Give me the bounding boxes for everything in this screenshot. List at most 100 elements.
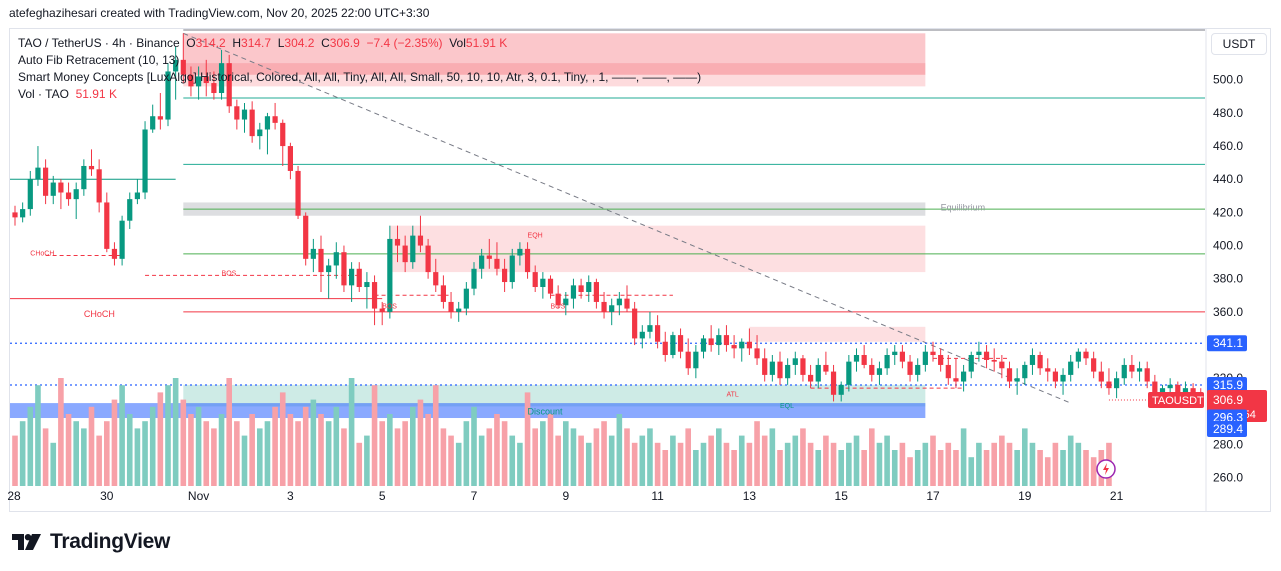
candle-body[interactable] <box>448 301 454 312</box>
candle-body[interactable] <box>188 74 194 87</box>
candle-body[interactable] <box>876 368 883 375</box>
candle-body[interactable] <box>203 76 209 84</box>
candle-body[interactable] <box>433 272 439 286</box>
symbol-title[interactable]: TAO / TetherUS · 4h · Binance <box>18 36 180 50</box>
candle-body[interactable] <box>486 255 492 259</box>
candle-body[interactable] <box>349 268 355 286</box>
candle-body[interactable] <box>547 278 554 294</box>
candle-body[interactable] <box>700 338 707 352</box>
candle-body[interactable] <box>899 351 905 362</box>
candle-body[interactable] <box>73 189 79 200</box>
candle-body[interactable] <box>884 355 890 369</box>
candle-body[interactable] <box>915 364 921 375</box>
candle-body[interactable] <box>1068 361 1074 375</box>
candle-body[interactable] <box>830 371 837 395</box>
candle-body[interactable] <box>379 308 385 312</box>
candle-body[interactable] <box>387 238 393 312</box>
candle-body[interactable] <box>616 298 622 306</box>
candle-body[interactable] <box>218 63 225 94</box>
candle-body[interactable] <box>456 308 462 312</box>
candle-body[interactable] <box>1114 378 1120 389</box>
candle-body[interactable] <box>417 235 424 246</box>
candle-body[interactable] <box>762 358 768 375</box>
candle-body[interactable] <box>708 338 714 346</box>
candle-body[interactable] <box>777 361 783 379</box>
candle-body[interactable] <box>976 351 982 356</box>
candle-body[interactable] <box>930 351 936 356</box>
candle-body[interactable] <box>440 285 446 302</box>
candle-body[interactable] <box>471 268 477 289</box>
candle-body[interactable] <box>1045 368 1051 372</box>
candle-body[interactable] <box>50 182 56 196</box>
candle-body[interactable] <box>907 361 913 375</box>
candle-body[interactable] <box>922 351 928 365</box>
candle-body[interactable] <box>1075 351 1081 362</box>
candle-body[interactable] <box>173 59 179 72</box>
candle-body[interactable] <box>861 355 867 365</box>
candle-body[interactable] <box>1144 368 1150 382</box>
indicator-smc[interactable]: Smart Money Concepts [LuxAlgo] Historica… <box>18 70 702 84</box>
candle-body[interactable] <box>563 298 569 306</box>
candle-body[interactable] <box>983 351 990 360</box>
candle-body[interactable] <box>226 63 232 107</box>
candle-body[interactable] <box>165 71 171 120</box>
candle-body[interactable] <box>869 364 875 375</box>
candle-body[interactable] <box>815 364 821 382</box>
candle-body[interactable] <box>157 116 163 120</box>
candle-body[interactable] <box>746 341 752 349</box>
candle-body[interactable] <box>20 209 26 218</box>
candle-body[interactable] <box>249 109 255 137</box>
candle-body[interactable] <box>241 109 248 120</box>
candle-body[interactable] <box>647 325 653 332</box>
candle-body[interactable] <box>723 335 730 346</box>
candle-body[interactable] <box>1037 355 1043 369</box>
candle-body[interactable] <box>134 192 140 200</box>
candle-body[interactable] <box>800 358 806 375</box>
candle-body[interactable] <box>632 308 638 339</box>
candle-body[interactable] <box>739 341 745 349</box>
indicator-fib[interactable]: Auto Fib Retracement (10, 13) <box>18 53 180 67</box>
candle-body[interactable] <box>601 301 607 312</box>
candle-body[interactable] <box>234 106 240 120</box>
candle-body[interactable] <box>211 83 217 94</box>
candle-body[interactable] <box>96 169 102 203</box>
candle-body[interactable] <box>494 258 500 269</box>
candle-body[interactable] <box>1175 384 1181 395</box>
candle-body[interactable] <box>272 116 278 123</box>
candle-body[interactable] <box>280 122 286 147</box>
candle-body[interactable] <box>425 245 431 273</box>
candle-body[interactable] <box>1083 351 1089 359</box>
candle-body[interactable] <box>287 146 293 171</box>
candle-body[interactable] <box>303 215 309 259</box>
candle-body[interactable] <box>310 248 316 259</box>
candle-body[interactable] <box>961 371 967 382</box>
candle-body[interactable] <box>593 282 599 302</box>
candle-body[interactable] <box>892 351 898 356</box>
candle-body[interactable] <box>371 282 378 309</box>
candle-body[interactable] <box>326 265 332 273</box>
candle-body[interactable] <box>945 364 951 379</box>
candle-body[interactable] <box>792 358 798 365</box>
candle-body[interactable] <box>88 165 95 170</box>
candle-body[interactable] <box>394 238 401 246</box>
candle-body[interactable] <box>524 248 531 273</box>
candle-body[interactable] <box>754 348 760 359</box>
candle-body[interactable] <box>127 199 133 221</box>
currency-button[interactable]: USDT <box>1211 33 1267 55</box>
candle-body[interactable] <box>81 165 87 190</box>
candle-body[interactable] <box>43 167 49 196</box>
candle-body[interactable] <box>1129 364 1135 372</box>
candle-body[interactable] <box>12 212 18 218</box>
candle-body[interactable] <box>65 192 72 200</box>
candle-body[interactable] <box>677 335 684 352</box>
candle-body[interactable] <box>968 355 974 372</box>
candle-body[interactable] <box>1182 388 1189 395</box>
candle-body[interactable] <box>1022 364 1028 379</box>
candle-body[interactable] <box>1014 378 1020 382</box>
candle-body[interactable] <box>570 285 577 299</box>
candle-body[interactable] <box>104 202 110 249</box>
candle-body[interactable] <box>150 116 156 130</box>
candle-body[interactable] <box>540 278 546 288</box>
candle-body[interactable] <box>1060 374 1066 382</box>
